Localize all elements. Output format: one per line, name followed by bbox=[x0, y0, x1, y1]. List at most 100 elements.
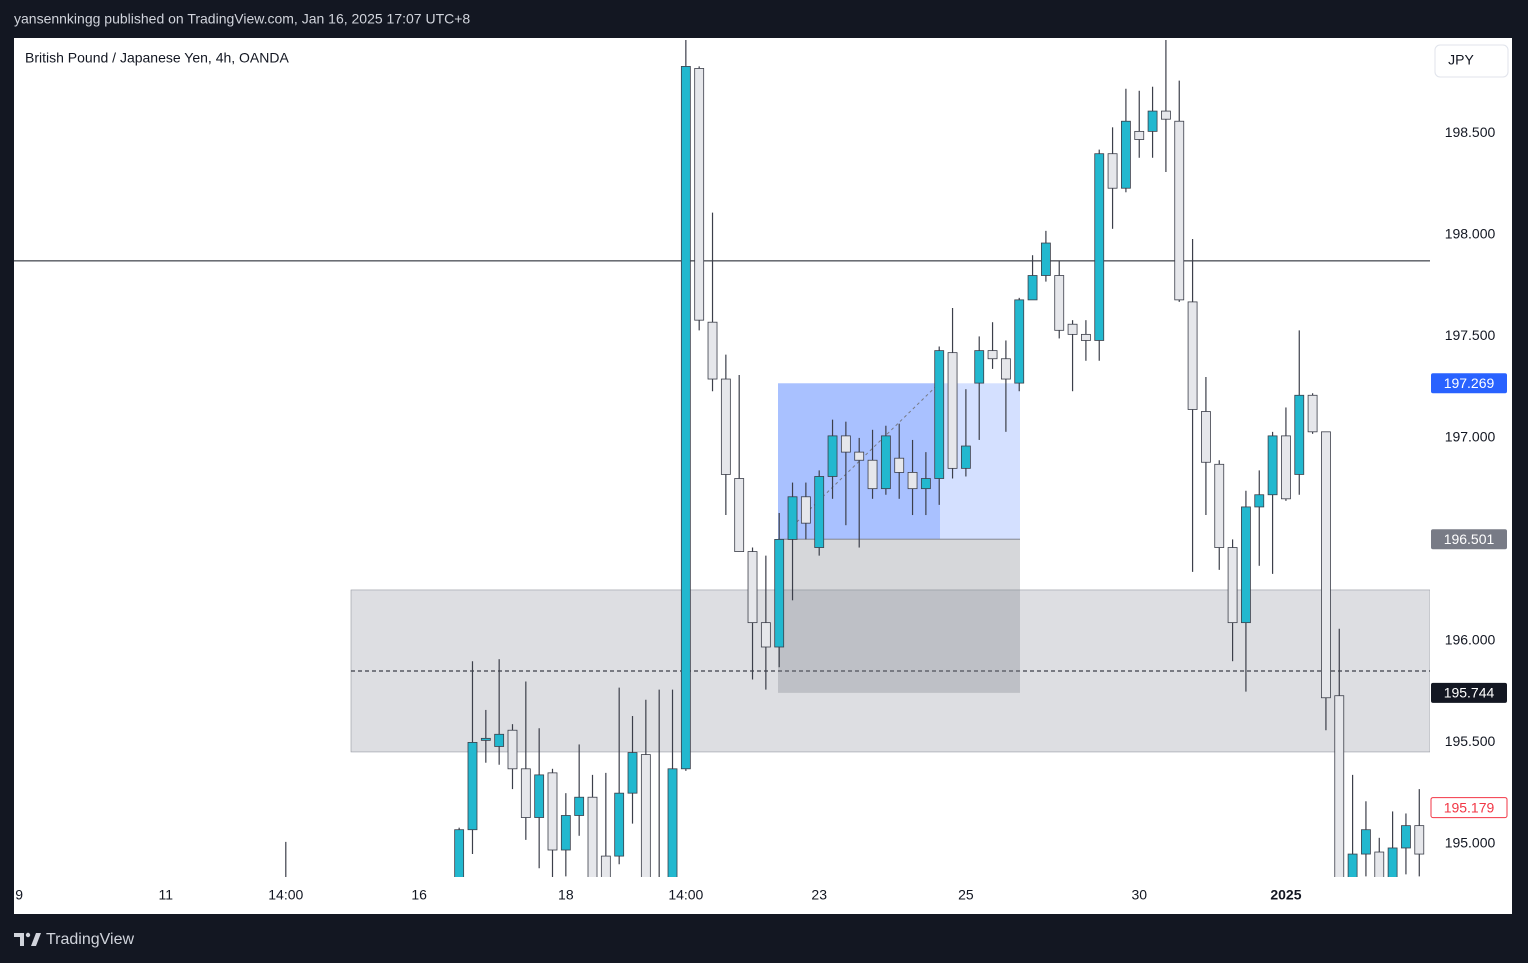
candle-body bbox=[1267, 435, 1278, 496]
currency-button[interactable] bbox=[1434, 44, 1509, 78]
publish-info: yansennkingg published on TradingView.co… bbox=[14, 11, 470, 27]
candle-body bbox=[467, 742, 478, 831]
candle-body bbox=[1241, 506, 1251, 624]
price-label: 197.269 bbox=[1444, 375, 1495, 391]
candle-body bbox=[534, 774, 545, 818]
currency-label: JPY bbox=[1448, 52, 1474, 68]
candle-body bbox=[920, 478, 931, 490]
candle-body bbox=[1040, 242, 1051, 276]
tv-logo bbox=[14, 932, 41, 946]
candle-body bbox=[1161, 110, 1171, 120]
candle-body bbox=[1374, 851, 1385, 877]
candle-body bbox=[1187, 301, 1198, 410]
y-tick-label: 198.500 bbox=[1445, 124, 1496, 140]
candle-body bbox=[640, 754, 651, 877]
candle-body bbox=[760, 622, 771, 648]
y-tick-label: 197.000 bbox=[1445, 429, 1496, 445]
candle-body bbox=[720, 378, 731, 475]
x-tick-label: 16 bbox=[411, 887, 427, 903]
candle-body bbox=[480, 737, 491, 741]
price-label-box bbox=[1431, 373, 1507, 394]
candle-body bbox=[1414, 825, 1425, 855]
symbol-title: British Pound / Japanese Yen, 4h, OANDA bbox=[25, 50, 289, 66]
candle-body bbox=[1081, 333, 1091, 341]
candle-body bbox=[1014, 299, 1025, 384]
candle-body bbox=[827, 435, 838, 477]
candle-body bbox=[854, 451, 865, 461]
candle-body bbox=[694, 68, 705, 321]
price-label-box bbox=[1431, 529, 1507, 550]
x-tick-label: 11 bbox=[159, 887, 174, 903]
candle-body bbox=[680, 66, 691, 770]
candle-body bbox=[1067, 323, 1078, 335]
y-tick-label: 198.000 bbox=[1445, 226, 1496, 242]
candle-body bbox=[667, 768, 678, 877]
candle-body bbox=[1174, 120, 1185, 301]
candle-body bbox=[960, 445, 971, 469]
x-tick-label: 9 bbox=[15, 887, 23, 903]
candle-body bbox=[1227, 547, 1238, 624]
candle-body bbox=[1281, 435, 1291, 500]
candle-body bbox=[547, 772, 558, 851]
candle-body bbox=[867, 459, 878, 490]
candle-body bbox=[1027, 275, 1038, 301]
y-tick-label: 195.000 bbox=[1445, 835, 1496, 851]
candle-body bbox=[1000, 358, 1011, 380]
candle-body bbox=[1401, 825, 1411, 849]
candle-body bbox=[507, 729, 518, 770]
candle-body bbox=[974, 350, 985, 384]
candle-body bbox=[707, 321, 718, 380]
x-tick-label: 25 bbox=[958, 887, 974, 903]
candle-body bbox=[560, 815, 571, 851]
candle-body bbox=[1254, 494, 1265, 508]
candle-body bbox=[587, 796, 598, 877]
candle-body bbox=[600, 855, 611, 877]
candle-body bbox=[1054, 275, 1065, 331]
candle-body bbox=[894, 457, 905, 473]
y-tick-label: 196.000 bbox=[1445, 632, 1496, 648]
x-tick-label: 23 bbox=[811, 887, 827, 903]
candle-body bbox=[934, 350, 945, 479]
plot-area bbox=[14, 40, 1430, 877]
candle-body bbox=[494, 733, 505, 747]
candle-body bbox=[574, 796, 585, 816]
stop-area bbox=[778, 539, 1020, 693]
candle-body bbox=[1094, 153, 1105, 341]
candle-body bbox=[1307, 394, 1318, 433]
candle-body bbox=[747, 551, 758, 624]
chart-panel bbox=[14, 38, 1512, 914]
price-label: 195.179 bbox=[1444, 799, 1495, 815]
candle-body bbox=[800, 496, 811, 524]
candle-body bbox=[1121, 120, 1131, 189]
price-label-box bbox=[1430, 797, 1508, 819]
y-tick-label: 197.500 bbox=[1445, 327, 1496, 343]
candle-body bbox=[1361, 829, 1371, 855]
candle-body bbox=[774, 539, 785, 648]
x-tick-label: 14:00 bbox=[268, 887, 303, 903]
candle-body bbox=[947, 352, 958, 469]
brand: TradingView bbox=[46, 931, 134, 948]
candle-body bbox=[520, 768, 531, 818]
x-tick-label: 30 bbox=[1131, 887, 1147, 903]
price-label-box bbox=[1431, 682, 1507, 703]
axes: 9 11 14:00 16 18 14:00 23 25 30 2025 195.000 195.50… bbox=[15, 124, 1508, 903]
candle-body bbox=[1147, 110, 1158, 132]
candle-body bbox=[1387, 847, 1398, 877]
candle-body bbox=[787, 496, 798, 540]
candle-body bbox=[1107, 153, 1118, 189]
candle-body bbox=[734, 478, 745, 552]
price-label: 196.501 bbox=[1444, 531, 1495, 547]
candle-body bbox=[1321, 431, 1331, 699]
candle-body bbox=[454, 829, 465, 877]
candle-body bbox=[1334, 695, 1345, 877]
candle-body bbox=[987, 350, 998, 360]
x-tick-label: 2025 bbox=[1270, 887, 1301, 903]
candle-body bbox=[1134, 130, 1145, 140]
x-tick-label: 14:00 bbox=[668, 887, 703, 903]
candle-body bbox=[1347, 853, 1358, 877]
candle-body bbox=[840, 435, 851, 453]
candle-body bbox=[1201, 411, 1211, 463]
x-tick-label: 18 bbox=[558, 887, 574, 903]
